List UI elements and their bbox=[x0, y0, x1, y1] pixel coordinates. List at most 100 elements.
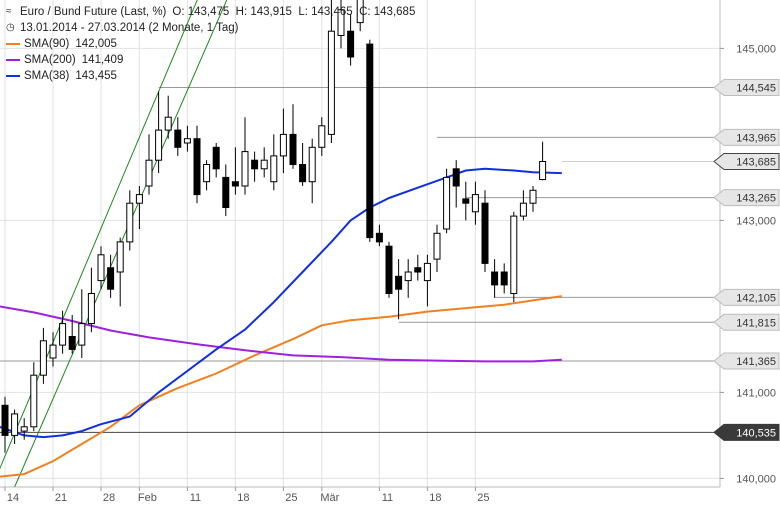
candle bbox=[116, 237, 124, 307]
candle-body-up bbox=[423, 262, 431, 282]
series-line-sma38 bbox=[0, 167, 562, 439]
candle bbox=[11, 409, 19, 444]
candle bbox=[510, 211, 518, 303]
price-label-box bbox=[713, 128, 780, 146]
y-tick-label: 140,000 bbox=[736, 473, 776, 485]
candle-body-down bbox=[414, 267, 422, 273]
y-tick-label: 141,000 bbox=[736, 387, 776, 399]
sma90-value: 142,005 bbox=[75, 38, 117, 50]
y-tick-label: 143,000 bbox=[736, 215, 776, 227]
x-tick-label: 18 bbox=[429, 492, 441, 504]
candle bbox=[481, 190, 489, 272]
candle bbox=[1, 396, 9, 453]
ohlc-values: O: 143,475 H: 143,915 L: 143,465 C: 143,… bbox=[172, 6, 416, 18]
candle bbox=[385, 241, 393, 298]
candle bbox=[30, 362, 38, 432]
candle-body-up bbox=[308, 146, 316, 183]
candle bbox=[126, 190, 134, 251]
x-tick-label: 14 bbox=[7, 492, 19, 504]
candle bbox=[260, 147, 268, 178]
sma200-name: SMA(200) bbox=[24, 54, 76, 66]
candle bbox=[414, 254, 422, 281]
candle-body-up bbox=[11, 413, 19, 436]
candle bbox=[39, 327, 47, 384]
candle-body-up bbox=[145, 159, 153, 187]
price-label-box bbox=[713, 152, 780, 170]
candle-body-down bbox=[289, 133, 297, 165]
candle bbox=[87, 267, 95, 333]
price-label-box bbox=[713, 423, 780, 441]
series-line-sma90 bbox=[0, 295, 562, 478]
candle-body-up bbox=[327, 30, 335, 135]
candle-body-up bbox=[279, 133, 287, 157]
plot-area bbox=[0, 0, 720, 487]
candle-body-up bbox=[59, 323, 67, 346]
candle-body-up bbox=[97, 254, 105, 282]
candle-body-down bbox=[299, 164, 307, 183]
price-label: 143,965 bbox=[736, 132, 776, 144]
candle bbox=[212, 143, 220, 178]
candle bbox=[452, 160, 460, 208]
candle bbox=[491, 259, 499, 298]
price-label: 141,365 bbox=[736, 356, 776, 368]
series-line-sma200 bbox=[0, 305, 562, 363]
x-tick-label: Feb bbox=[138, 492, 157, 504]
candle bbox=[241, 117, 249, 195]
candle bbox=[59, 310, 67, 354]
candle bbox=[49, 332, 57, 367]
y-tick-label: 145,000 bbox=[736, 43, 776, 55]
price-label-box bbox=[713, 352, 780, 370]
candle bbox=[155, 91, 163, 174]
price-label: 140,535 bbox=[736, 427, 776, 439]
x-tick-label: 21 bbox=[55, 492, 67, 504]
candle bbox=[318, 117, 326, 156]
candle-body-down bbox=[193, 138, 201, 196]
candle bbox=[375, 224, 383, 247]
chart-title: Euro / Bund Future (Last, %) bbox=[20, 6, 167, 18]
candle bbox=[68, 315, 76, 354]
candle bbox=[404, 259, 412, 298]
candle bbox=[423, 254, 431, 307]
candle bbox=[366, 39, 374, 242]
sma200-value: 141,409 bbox=[81, 54, 124, 66]
candle bbox=[20, 418, 28, 440]
candle-body-up bbox=[270, 155, 278, 183]
candle bbox=[471, 181, 479, 225]
chart-icon: ≈ bbox=[6, 6, 12, 17]
candle bbox=[174, 117, 182, 156]
price-label: 143,265 bbox=[736, 193, 776, 205]
candle bbox=[356, 0, 364, 32]
x-tick-label: 28 bbox=[103, 492, 115, 504]
candle-body-up bbox=[39, 340, 47, 376]
candle-body-down bbox=[366, 43, 374, 239]
candle bbox=[78, 289, 86, 358]
candle-body-down bbox=[222, 176, 230, 208]
sma200-swatch bbox=[6, 59, 20, 61]
candle bbox=[107, 254, 115, 298]
price-label-box bbox=[713, 79, 780, 97]
sma90-name: SMA(90) bbox=[24, 38, 70, 50]
candle-body-down bbox=[500, 271, 508, 286]
candle-body-up bbox=[510, 215, 518, 295]
candle bbox=[251, 151, 259, 182]
sma38-name: SMA(38) bbox=[24, 70, 70, 82]
candle-body-up bbox=[404, 271, 412, 282]
price-label: 142,105 bbox=[736, 292, 776, 304]
candle-body-up bbox=[529, 189, 537, 204]
candle bbox=[539, 141, 547, 181]
candle-body-up bbox=[241, 151, 249, 187]
candle-body-up bbox=[155, 129, 163, 161]
candle-body-down bbox=[462, 198, 470, 204]
candle bbox=[395, 259, 403, 320]
candle-body-up bbox=[135, 194, 143, 204]
candle-body-up bbox=[183, 138, 191, 144]
candle-body-down bbox=[174, 129, 182, 148]
candle bbox=[183, 125, 191, 152]
candle bbox=[97, 246, 105, 290]
price-label: 141,815 bbox=[736, 317, 776, 329]
candle bbox=[145, 134, 153, 195]
price-label-box bbox=[713, 288, 780, 306]
legend-range-row: ◷ 13.01.2014 - 27.03.2014 (2 Monate, 1 T… bbox=[6, 20, 415, 36]
date-range: 13.01.2014 - 27.03.2014 (2 Monate, 1 Tag… bbox=[20, 22, 239, 34]
